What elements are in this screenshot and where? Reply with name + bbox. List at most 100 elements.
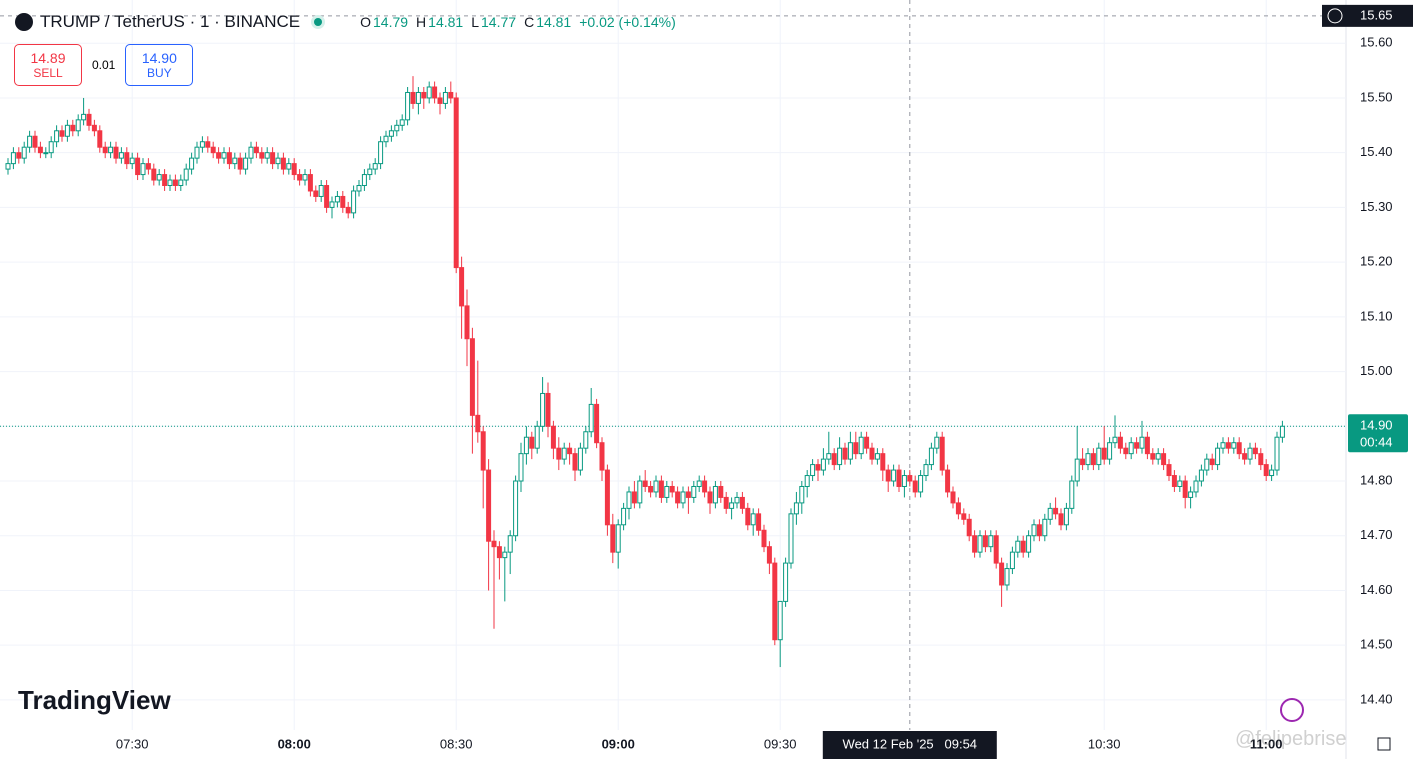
candle-body [858, 436, 864, 455]
crosshair-time-label: Wed 12 Feb '25 09:54 [843, 736, 978, 751]
candle-body [1252, 447, 1258, 455]
candle-body [702, 480, 708, 493]
candle-body [27, 135, 33, 148]
candle-body [1053, 507, 1059, 515]
candle-body [237, 157, 243, 170]
candle-body [140, 163, 146, 176]
candle-body [118, 152, 124, 159]
candle-body [550, 425, 556, 449]
candle-body [388, 130, 394, 137]
candle-body [345, 206, 351, 214]
sell-label: SELL [33, 66, 63, 80]
candle-body [799, 485, 805, 504]
candle-body [167, 179, 173, 187]
candle-body [189, 157, 195, 170]
candle-body [469, 338, 475, 416]
candle-body [1074, 458, 1080, 482]
candle-body [945, 469, 951, 493]
candle-body [37, 146, 43, 154]
candle-body [626, 491, 632, 509]
candle-body [1134, 442, 1140, 449]
x-tick-label: 09:00 [602, 736, 635, 751]
candle-body [307, 174, 313, 192]
candle-body [1058, 513, 1064, 526]
candle-body [97, 130, 103, 148]
candle-body [885, 469, 891, 482]
symbol-icon [15, 13, 33, 31]
candle-body [1042, 518, 1048, 537]
candle-body [696, 480, 702, 487]
candle-body [70, 124, 76, 132]
candle-body [318, 185, 324, 197]
status-dot [311, 15, 326, 29]
candle-body [507, 535, 513, 553]
candle-body [831, 453, 837, 466]
candle-body [1171, 475, 1177, 487]
candle-body [847, 442, 853, 460]
candle-body [777, 600, 783, 641]
candle-body [637, 480, 643, 504]
candle-body [691, 485, 697, 498]
candle-body [464, 305, 470, 340]
candle-body [302, 174, 308, 181]
candle-body [183, 168, 189, 181]
candle-body [151, 168, 157, 181]
candle-body [518, 453, 524, 482]
buy-button[interactable]: 14.90 BUY [125, 44, 194, 86]
crosshair-price-tag [1348, 4, 1413, 27]
x-tick-label: 11:00 [1250, 736, 1283, 751]
candle-body [923, 464, 929, 477]
candle-body [1269, 469, 1275, 477]
candle-body [621, 507, 627, 526]
candle-body [982, 535, 988, 548]
candle-body [394, 124, 400, 132]
candle-body [939, 436, 945, 471]
candle-body [48, 141, 54, 154]
candle-body [529, 436, 535, 449]
candle-body [210, 146, 216, 154]
add-button-bg[interactable] [1322, 4, 1348, 27]
candle-body [567, 447, 573, 455]
candle-body [178, 179, 184, 187]
candle-body [999, 562, 1005, 586]
candle-body [221, 152, 227, 159]
symbol[interactable]: TRUMP / TetherUS · 1 · BINANCE [40, 12, 301, 31]
candle-body [729, 502, 735, 509]
candle-body [615, 524, 621, 553]
candle-body [664, 485, 670, 498]
candle-body [1047, 507, 1053, 520]
candle-body [21, 146, 27, 159]
candle-body [907, 475, 913, 482]
candle-body [1020, 540, 1026, 553]
candle-body [669, 485, 675, 493]
candle-body [745, 507, 751, 526]
candle-body [426, 86, 432, 99]
x-tick-label: 08:30 [440, 736, 473, 751]
candle-body [1225, 442, 1231, 449]
candle-body [1069, 480, 1075, 509]
candle-body [810, 464, 816, 477]
candle-body [901, 475, 907, 487]
add-button [1327, 8, 1343, 24]
candle-body [329, 201, 335, 208]
candle-body [1220, 442, 1226, 449]
candle-body [545, 392, 551, 427]
candle-body [248, 146, 254, 159]
candle-body [1150, 453, 1156, 460]
candle-body [113, 146, 119, 159]
candle-body [91, 124, 97, 132]
candle-body [199, 141, 205, 148]
candle-body [415, 91, 421, 104]
sell-button[interactable]: 14.89 SELL [14, 44, 82, 86]
candle-body [54, 130, 60, 143]
candle-body [286, 163, 292, 170]
alert-icon [1280, 698, 1304, 722]
ohlc-key: H [416, 14, 427, 30]
candle-body [864, 436, 870, 449]
candle-body [653, 480, 659, 493]
candle-body [783, 562, 789, 602]
candle-body [361, 174, 367, 187]
candle-body [32, 135, 38, 148]
